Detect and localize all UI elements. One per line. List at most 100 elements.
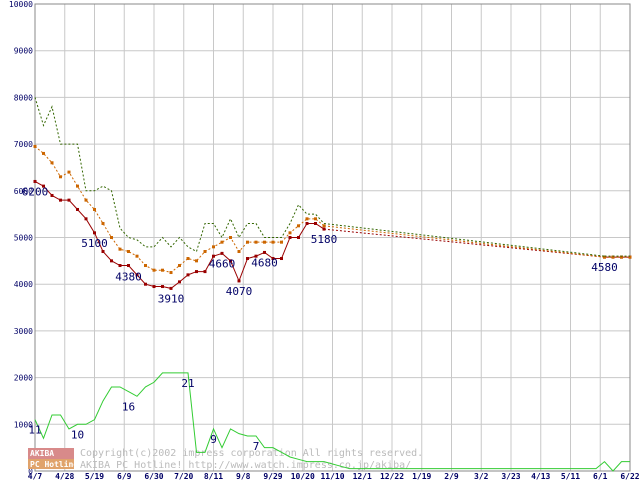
- x-tick-label: 12/22: [380, 472, 404, 480]
- data-label: 3910: [158, 292, 185, 305]
- data-point: [603, 255, 606, 259]
- x-tick-label: 2/9: [444, 472, 459, 480]
- y-tick-label: 4000: [14, 280, 33, 289]
- series-line-2: [34, 97, 630, 257]
- data-point: [288, 231, 292, 235]
- y-tick-label: 5000: [14, 234, 33, 243]
- data-point: [611, 255, 615, 259]
- x-tick-label: 1/19: [412, 472, 431, 480]
- y-tick-label: 10000: [9, 0, 33, 9]
- data-label: 16: [122, 400, 135, 413]
- y-tick-label: 1000: [14, 420, 33, 429]
- x-axis-ticks: 4/7 4/28 5/19 6/9 6/30 7/20 8/11 9/8 9/29 10/20 11…: [28, 472, 640, 480]
- data-point: [50, 193, 54, 197]
- data-point: [271, 257, 275, 261]
- data-point: [59, 198, 62, 202]
- data-point: [152, 285, 156, 289]
- data-point: [169, 271, 173, 275]
- x-tick-label: 6/22: [620, 472, 639, 480]
- data-label: 7: [253, 440, 260, 453]
- data-point: [195, 270, 198, 274]
- data-point: [212, 245, 215, 249]
- data-point: [169, 286, 173, 290]
- data-point: [76, 207, 79, 211]
- y-tick-label: 0: [28, 467, 33, 476]
- data-point: [314, 221, 317, 225]
- data-label: 4660: [209, 257, 236, 270]
- x-tick-label: 9/29: [263, 472, 282, 480]
- data-label: 4380: [115, 270, 142, 283]
- data-point: [186, 257, 190, 261]
- data-point: [246, 257, 249, 261]
- x-tick-label: 3/23: [501, 472, 520, 480]
- y-axis-ticks: 0 1000 2000 3000 4000 5000 6000 7000 8000 9000 100…: [9, 0, 33, 476]
- x-tick-label: 4/13: [531, 472, 550, 480]
- data-point: [42, 151, 45, 155]
- data-point: [93, 207, 96, 211]
- data-point: [237, 279, 241, 283]
- data-point: [620, 255, 623, 259]
- x-tick-label: 6/9: [117, 472, 132, 480]
- y-tick-label: 3000: [14, 327, 33, 336]
- data-point: [161, 268, 164, 272]
- y-tick-label: 9000: [14, 47, 33, 56]
- data-label: 4680: [251, 256, 278, 269]
- data-point: [152, 268, 156, 272]
- data-labels: 6200 5100 4380 3910 4660 4070 4680 5180 4580 11 10…: [22, 185, 618, 453]
- data-point: [246, 240, 249, 244]
- data-point: [280, 257, 283, 261]
- data-point: [229, 236, 232, 239]
- data-point: [178, 280, 181, 284]
- data-point: [254, 254, 258, 258]
- data-label: 4580: [591, 261, 618, 274]
- data-label: 4070: [226, 285, 253, 298]
- logo-box-bottom: [28, 459, 74, 469]
- x-tick-label: 11/10: [320, 472, 344, 480]
- series-line-3: [34, 372, 630, 472]
- data-point: [178, 264, 181, 268]
- data-point: [203, 250, 207, 254]
- data-point: [67, 170, 71, 174]
- data-point: [135, 254, 139, 258]
- data-point: [33, 144, 37, 148]
- plot-frame: [34, 3, 631, 472]
- data-label: 21: [181, 377, 194, 390]
- data-point: [220, 240, 224, 244]
- data-point: [237, 250, 241, 254]
- data-label: 5100: [81, 237, 108, 250]
- x-tick-label: 7/20: [174, 472, 193, 480]
- data-point: [305, 217, 309, 221]
- data-point: [322, 227, 326, 231]
- data-point: [161, 285, 164, 289]
- y-tick-label: 2000: [14, 374, 33, 383]
- data-point: [195, 259, 198, 263]
- series-line-1: [34, 146, 630, 274]
- data-point: [93, 231, 96, 235]
- x-tick-label: 4/7: [28, 472, 43, 480]
- data-label: 10: [71, 428, 84, 441]
- data-point: [186, 273, 190, 277]
- series-lines: [33, 97, 632, 472]
- data-point: [84, 198, 88, 202]
- logo-box-top: [28, 448, 74, 459]
- x-tick-label: 8/11: [204, 472, 223, 480]
- data-label: 11: [28, 424, 41, 437]
- data-point: [229, 259, 232, 263]
- data-point: [263, 250, 266, 254]
- data-point: [59, 175, 62, 179]
- x-tick-label: 5/19: [85, 472, 104, 480]
- series-gap-line-0: [323, 228, 605, 258]
- x-tick-label: 10/20: [291, 472, 315, 480]
- data-point: [33, 179, 37, 183]
- logo-text-bottom: PC Hotline!: [30, 459, 83, 469]
- data-point: [76, 184, 79, 188]
- data-label: 9: [210, 433, 217, 446]
- y-tick-label: 6000: [14, 187, 33, 196]
- data-point: [314, 217, 317, 221]
- url-text: AKIBA PC Hotline! http://www.watch.impre…: [80, 460, 411, 471]
- data-point: [101, 250, 105, 254]
- data-point: [263, 240, 266, 244]
- x-tick-label: 6/30: [144, 472, 163, 480]
- data-point: [135, 273, 139, 277]
